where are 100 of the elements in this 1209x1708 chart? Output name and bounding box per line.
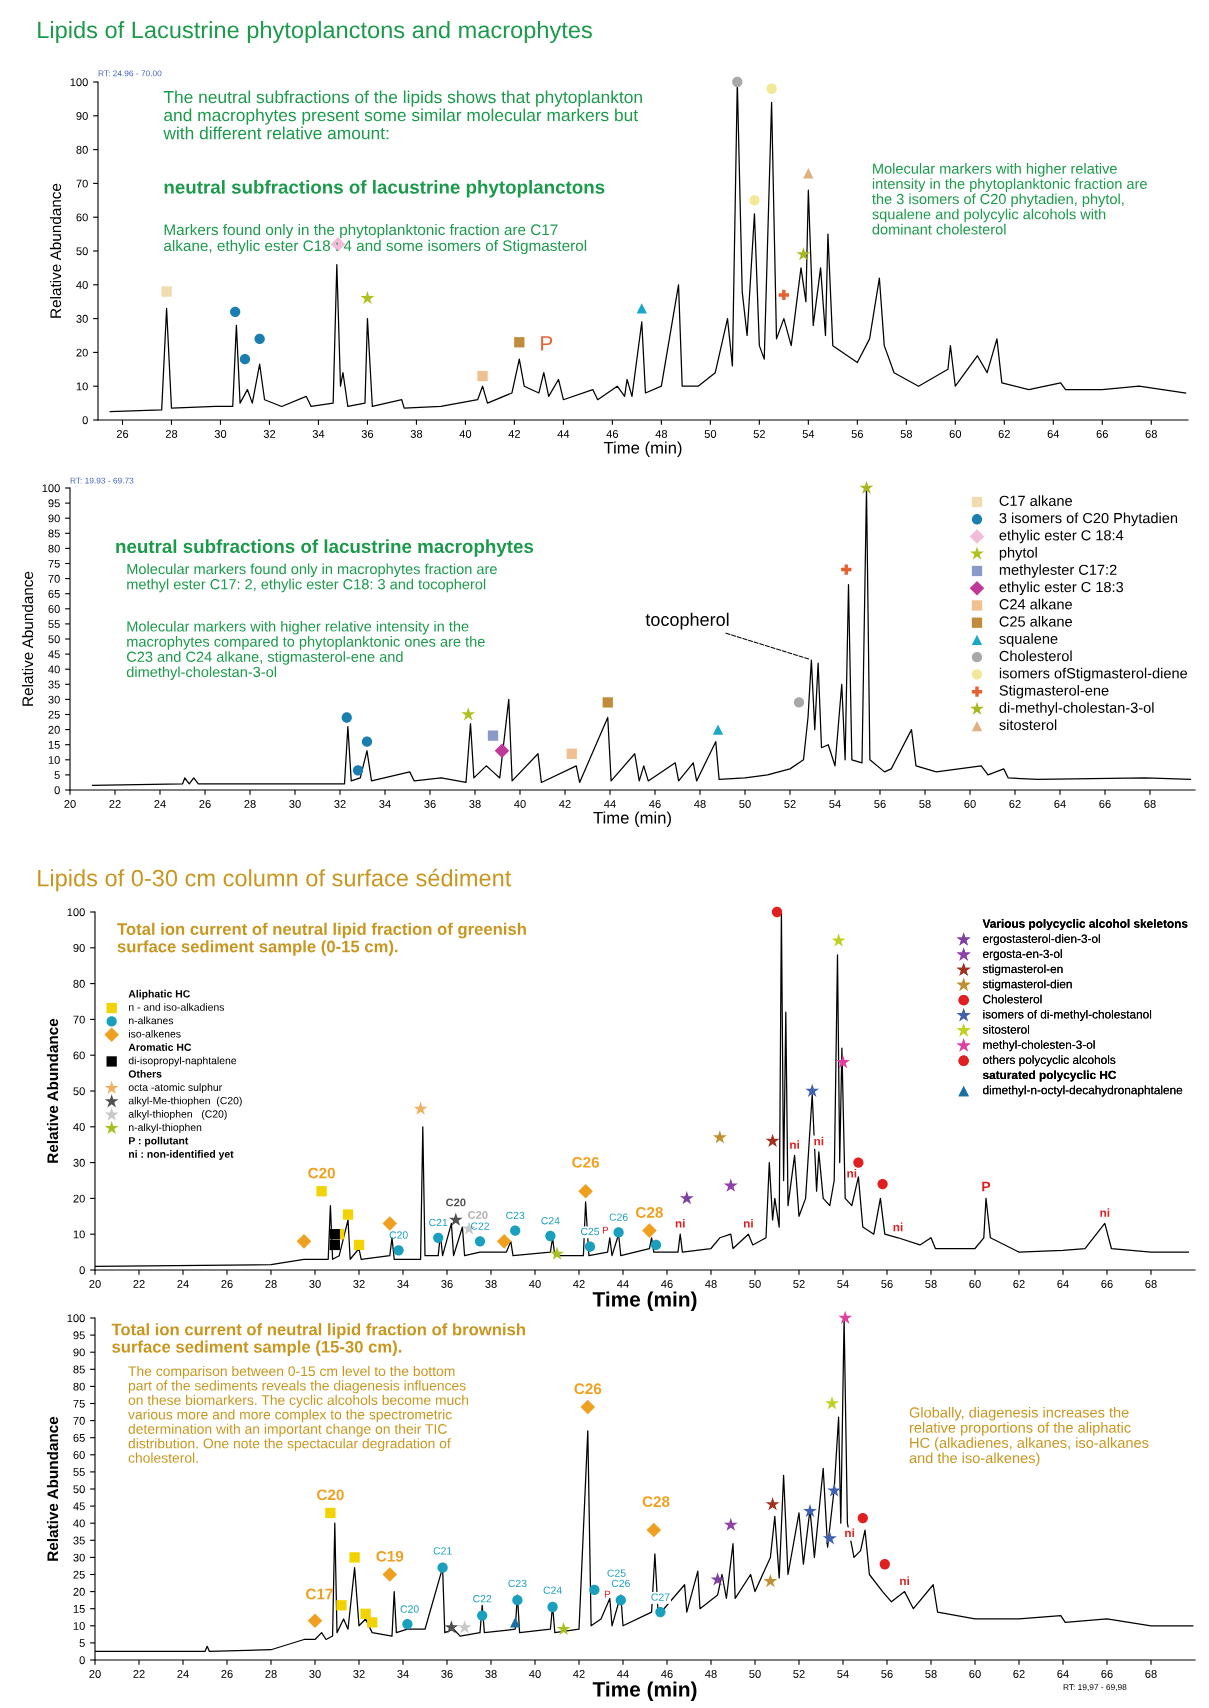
x-tick-label: 38 <box>469 800 481 808</box>
annotation: C25 <box>607 1569 626 1577</box>
legend-label: alkyl-thiophen (C20) <box>128 1110 227 1120</box>
point <box>796 247 811 261</box>
point <box>613 1227 624 1238</box>
legend-label: ethylic ester C 18:4 <box>999 529 1124 544</box>
y-tick-label: 10 <box>73 1230 85 1239</box>
y-tick-label: 40 <box>73 1519 85 1528</box>
point <box>477 370 488 382</box>
legend-label: Stigmasterol-ene <box>999 684 1109 699</box>
legend-label: n - and iso-alkadiens <box>129 1003 225 1011</box>
annotation: Various polycyclic alcohol skeletons <box>982 919 1188 931</box>
legend-label: Cholesterol <box>999 650 1072 662</box>
point <box>545 1230 556 1242</box>
x-tick-label: 38 <box>410 430 423 438</box>
annotation: C23 <box>506 1211 525 1220</box>
annotation: C20 <box>317 1489 344 1501</box>
point <box>712 1130 727 1144</box>
x-tick-label: 60 <box>964 800 976 808</box>
x-tick-label: 50 <box>704 430 717 438</box>
y-tick-label: 35 <box>48 680 60 689</box>
annotation: C21 <box>429 1218 448 1227</box>
legend-label: phytol <box>999 547 1037 561</box>
annotation: C23 <box>508 1579 527 1588</box>
point <box>329 1239 340 1251</box>
annotation: neutral subfractions of lacustrine macrophytes <box>116 539 534 557</box>
point <box>723 1517 738 1531</box>
annotation: neutral subfractions of lacustrine phytoplanctons <box>164 180 605 198</box>
point <box>712 724 724 735</box>
point <box>353 1239 365 1251</box>
legend-label: ergosta-en-3-ol <box>983 949 1062 961</box>
point <box>710 1572 725 1586</box>
y-axis-title: Relative Abundance <box>46 1018 59 1163</box>
y-tick-label: 55 <box>73 1468 85 1477</box>
point <box>566 748 577 759</box>
legend-label: iso-alkenes <box>129 1029 181 1038</box>
x-tick-label: 22 <box>109 800 121 808</box>
x-tick-label: 54 <box>837 1280 849 1288</box>
annotation: P <box>982 1181 991 1192</box>
x-tick-label: 38 <box>485 1280 497 1288</box>
x-tick-label: 64 <box>1057 1670 1069 1678</box>
point <box>763 1574 778 1588</box>
point <box>349 1552 360 1563</box>
x-tick-label: 44 <box>557 430 570 438</box>
y-tick-label: 70 <box>73 1015 85 1024</box>
point <box>496 1234 512 1249</box>
x-tick-label: 44 <box>617 1670 629 1678</box>
x-tick-label: 66 <box>1096 430 1108 438</box>
x-tick-label: 32 <box>334 800 346 808</box>
y-tick-label: 10 <box>48 756 60 764</box>
x-tick-label: 64 <box>1057 1280 1069 1288</box>
point <box>836 1055 850 1069</box>
point <box>510 1617 521 1628</box>
annotation: C22 <box>470 1222 490 1230</box>
x-tick-label: 58 <box>919 800 931 808</box>
point <box>239 354 251 365</box>
y-tick-label: 40 <box>76 281 88 289</box>
annotation: Aromatic HC <box>128 1043 192 1051</box>
point <box>827 1483 842 1497</box>
legend-label: squalene <box>999 633 1058 647</box>
point <box>646 1522 662 1538</box>
annotation: C24 <box>541 1217 560 1225</box>
x-tick-label: 34 <box>397 1280 409 1288</box>
annotation: C20 <box>400 1605 419 1613</box>
annotation: ni <box>900 1576 910 1585</box>
x-tick-label: 50 <box>749 1670 761 1678</box>
point <box>494 743 510 759</box>
x-tick-label: 56 <box>881 1280 893 1288</box>
annotation: C26 <box>611 1579 630 1588</box>
point <box>650 1239 662 1251</box>
point <box>360 1608 371 1619</box>
point <box>437 1562 448 1573</box>
y-tick-label: 65 <box>48 589 60 598</box>
point <box>254 333 265 345</box>
annotation: Aliphatic HC <box>128 989 190 1000</box>
y-tick-label: 35 <box>73 1536 85 1545</box>
x-tick-label: 44 <box>617 1280 629 1288</box>
annotation: P <box>602 1226 609 1234</box>
x-tick-label: 46 <box>606 430 619 438</box>
point <box>413 1101 428 1115</box>
x-axis-title: Time (min) <box>592 1291 697 1311</box>
x-tick-label: 60 <box>969 1670 981 1678</box>
y-tick-label: 20 <box>73 1194 85 1203</box>
point <box>341 712 352 723</box>
y-axis-title: Relative Abundance <box>46 1416 59 1561</box>
annotation: ni <box>893 1222 903 1232</box>
x-tick-label: 66 <box>1099 800 1111 808</box>
annotation: P <box>541 336 553 351</box>
annotation: The comparison between 0-15 cm level to the bottom part of the sediments reveals the diagenesis influences on these biomarkers. The cyclic alcohols become much various more and more complex to the spectrometric determination with an important change on their TIC distribution. One note the spectacular degradation of cholesterol. <box>128 1365 469 1463</box>
x-tick-label: 40 <box>529 1280 541 1288</box>
y-tick-label: 80 <box>73 979 85 988</box>
legend-label: methyl-cholesten-3-ol <box>983 1040 1095 1052</box>
y-tick-label: 40 <box>73 1123 85 1131</box>
legend-label: alkyl-Me-thiophen (C20) <box>128 1096 242 1107</box>
annotation: C17 <box>306 1588 333 1600</box>
point <box>732 76 743 88</box>
y-tick-label: 50 <box>73 1485 85 1494</box>
y-axis-title: Relative Abundance <box>49 183 62 318</box>
point <box>360 291 375 305</box>
text: RT: 24.96 - 70.00 <box>98 70 162 77</box>
